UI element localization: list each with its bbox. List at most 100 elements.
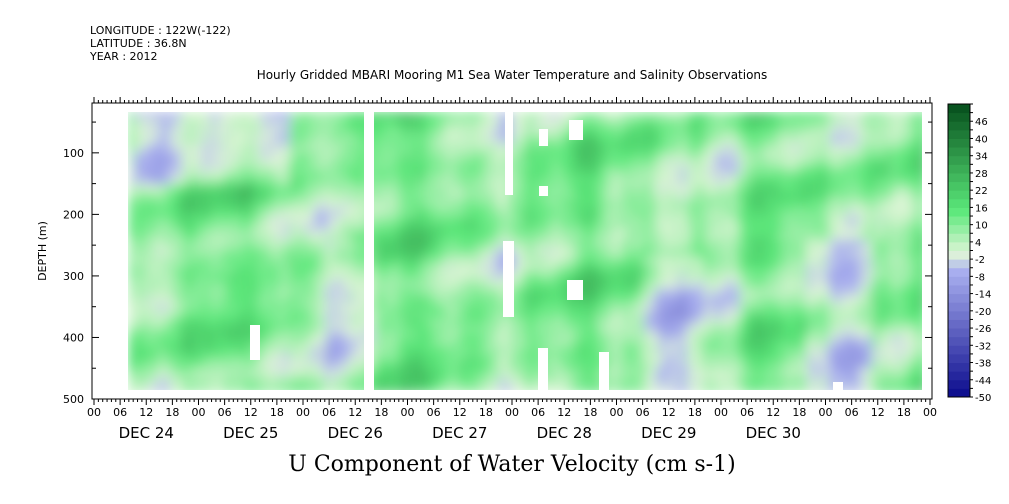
field-cell — [212, 320, 219, 329]
field-cell — [482, 376, 489, 385]
field-cell — [200, 216, 207, 225]
field-cell — [206, 328, 213, 337]
field-cell — [146, 152, 153, 161]
field-cell — [518, 168, 525, 177]
field-cell — [422, 248, 429, 257]
field-cell — [584, 112, 591, 121]
field-cell — [206, 216, 213, 225]
field-cell — [746, 264, 753, 273]
field-cell — [656, 328, 663, 337]
field-cell — [710, 176, 717, 185]
field-cell — [824, 344, 831, 353]
field-cell — [584, 360, 591, 369]
field-cell — [716, 224, 723, 233]
field-cell — [392, 128, 399, 137]
field-cell — [830, 168, 837, 177]
field-cell — [188, 144, 195, 153]
field-cell — [236, 296, 243, 305]
field-cell — [470, 120, 477, 129]
field-cell — [518, 272, 525, 281]
field-cell — [770, 200, 777, 209]
field-cell — [542, 160, 549, 169]
field-cell — [824, 288, 831, 297]
field-cell — [800, 248, 807, 257]
field-cell — [806, 128, 813, 137]
field-cell — [662, 288, 669, 297]
field-cell — [722, 208, 729, 217]
field-cell — [524, 176, 531, 185]
field-cell — [596, 248, 603, 257]
field-cell — [500, 368, 507, 377]
field-cell — [830, 304, 837, 313]
field-cell — [152, 200, 159, 209]
field-cell — [530, 256, 537, 265]
field-cell — [728, 240, 735, 249]
field-cell — [896, 384, 903, 393]
field-cell — [272, 336, 279, 345]
field-cell — [896, 280, 903, 289]
field-cell — [590, 272, 597, 281]
field-cell — [800, 296, 807, 305]
field-cell — [284, 288, 291, 297]
field-cell — [626, 120, 633, 129]
field-cell — [602, 336, 609, 345]
field-cell — [266, 256, 273, 265]
field-cell — [596, 312, 603, 321]
field-cell — [644, 280, 651, 289]
field-cell — [236, 280, 243, 289]
field-cell — [914, 176, 921, 185]
field-cell — [194, 288, 201, 297]
field-cell — [410, 232, 417, 241]
field-cell — [860, 368, 867, 377]
field-cell — [728, 248, 735, 257]
field-cell — [392, 352, 399, 361]
field-cell — [638, 264, 645, 273]
field-cell — [764, 272, 771, 281]
field-cell — [860, 328, 867, 337]
field-cell — [374, 208, 381, 217]
field-cell — [170, 320, 177, 329]
field-cell — [902, 344, 909, 353]
field-cell — [812, 336, 819, 345]
field-cell — [830, 176, 837, 185]
field-cell — [326, 288, 333, 297]
field-cell — [758, 296, 765, 305]
field-cell — [830, 352, 837, 361]
field-cell — [692, 184, 699, 193]
field-cell — [170, 144, 177, 153]
field-cell — [662, 336, 669, 345]
field-cell — [662, 112, 669, 121]
field-cell — [590, 248, 597, 257]
field-cell — [464, 288, 471, 297]
field-cell — [140, 112, 147, 121]
field-cell — [692, 136, 699, 145]
field-cell — [824, 192, 831, 201]
field-cell — [716, 176, 723, 185]
field-cell — [614, 264, 621, 273]
field-cell — [530, 264, 537, 273]
field-cell — [212, 368, 219, 377]
field-cell — [566, 272, 573, 281]
field-cell — [560, 368, 567, 377]
field-cell — [170, 208, 177, 217]
field-cell — [194, 216, 201, 225]
field-cell — [716, 336, 723, 345]
field-cell — [890, 352, 897, 361]
field-cell — [554, 112, 561, 121]
field-cell — [254, 152, 261, 161]
field-cell — [398, 344, 405, 353]
field-cell — [704, 200, 711, 209]
field-cell — [806, 312, 813, 321]
field-cell — [764, 304, 771, 313]
field-cell — [608, 280, 615, 289]
field-cell — [818, 296, 825, 305]
field-cell — [860, 264, 867, 273]
field-cell — [128, 352, 135, 361]
field-cell — [584, 328, 591, 337]
field-cell — [746, 368, 753, 377]
field-cell — [782, 256, 789, 265]
field-cell — [668, 136, 675, 145]
field-cell — [710, 328, 717, 337]
field-cell — [800, 144, 807, 153]
field-cell — [518, 112, 525, 121]
